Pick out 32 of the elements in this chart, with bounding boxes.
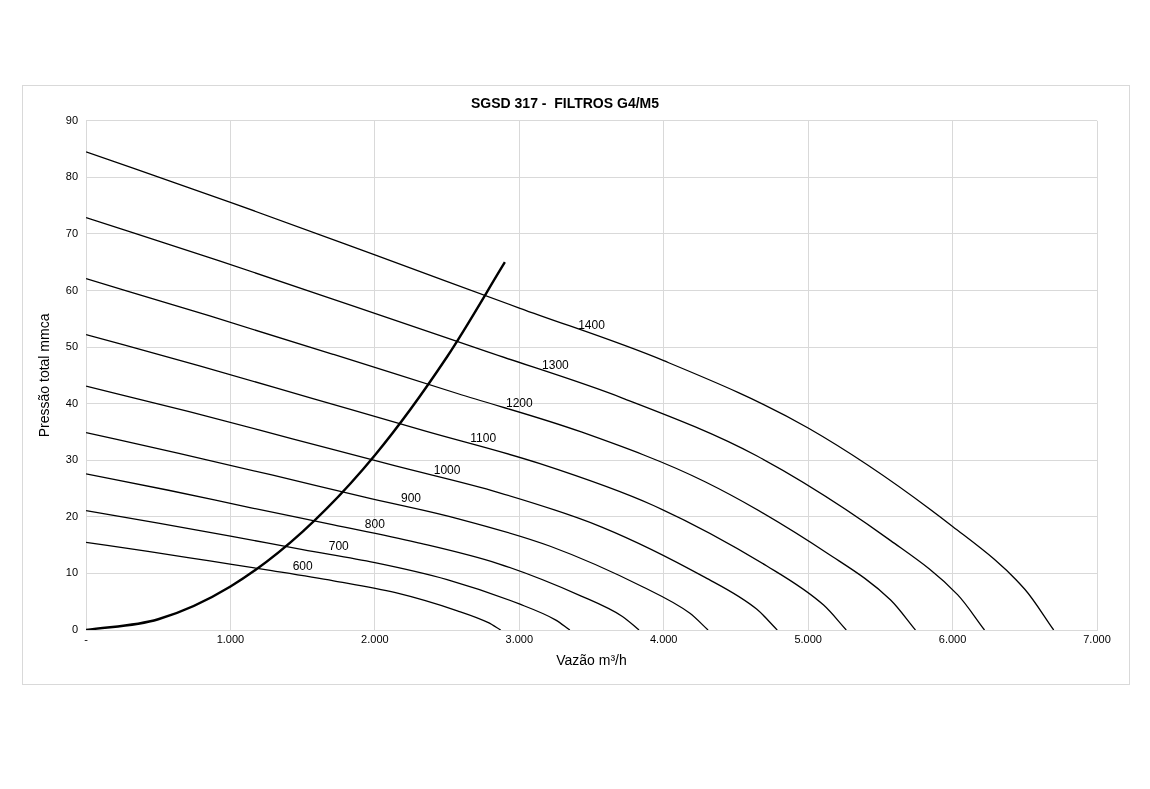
y-tick-label: 70	[65, 226, 79, 239]
series-label: 900	[400, 491, 422, 506]
x-tick-label: 1.000	[216, 632, 245, 645]
series-label: 800	[364, 516, 386, 531]
y-tick-label: 20	[65, 509, 79, 522]
x-tick-label: 3.000	[505, 632, 534, 645]
y-tick-label: 30	[65, 453, 79, 466]
x-tick-label: 5.000	[794, 632, 822, 645]
y-tick-label: 10	[65, 566, 79, 579]
series-label: 1400	[578, 317, 606, 332]
series-label: 1300	[542, 358, 570, 373]
y-tick-label: 40	[65, 396, 79, 409]
series-label: 1200	[505, 396, 533, 411]
x-tick-label: -	[84, 632, 89, 645]
x-tick-label: 7.000	[1083, 632, 1111, 645]
line-series	[86, 151, 1055, 630]
series-label: 1100	[470, 430, 497, 445]
x-tick-label: 2.000	[361, 632, 389, 645]
line-series	[86, 216, 986, 630]
y-tick-label: 50	[65, 340, 79, 353]
y-axis-title: Pressão total mmca	[36, 313, 53, 438]
y-tick-label: 80	[65, 170, 79, 183]
y-tick-label: 60	[65, 283, 79, 296]
x-tick-label: 6.000	[938, 632, 967, 645]
chart-title: SGSD 317 - FILTROS G4/M5	[470, 95, 660, 112]
series-label: 700	[328, 539, 350, 554]
y-tick-label: 90	[65, 113, 79, 126]
x-axis-title: Vazão m³/h	[556, 652, 627, 669]
x-tick-label: 4.000	[649, 632, 678, 645]
y-tick-label: 0	[71, 623, 79, 636]
series-label: 1000	[433, 462, 461, 477]
series-label: 600	[292, 559, 313, 573]
